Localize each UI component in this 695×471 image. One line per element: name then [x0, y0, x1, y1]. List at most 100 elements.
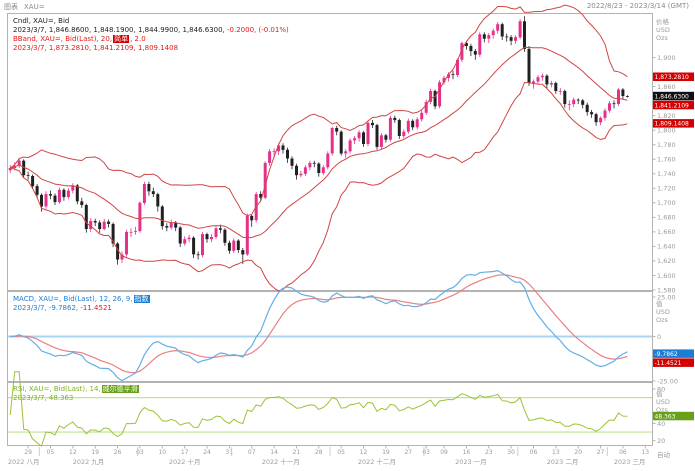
- price-axis-tick: 1,680: [657, 214, 676, 222]
- x-axis-day-tick: 19: [91, 449, 99, 456]
- x-axis-day-tick: 13: [552, 449, 560, 456]
- price-axis-tick: 1,860: [657, 83, 676, 91]
- x-axis-day-tick: 09: [440, 449, 448, 456]
- x-axis-month-label: 2022 九月: [73, 457, 105, 466]
- x-axis-month-label: 2023 二月: [547, 458, 579, 466]
- x-axis-day-tick: 24: [203, 449, 211, 456]
- rsi-legend[interactable]: RSI, XAU=, Bid(Last), 14, 威尔德平滑 2023/3/7,…: [13, 385, 140, 403]
- auto-scale-label[interactable]: 自动: [657, 451, 670, 459]
- rsi-axis-tick: 20: [657, 437, 665, 445]
- macd-axis-tick: -25.00: [657, 377, 678, 385]
- price-badge-label: 1,846.6300: [655, 93, 690, 100]
- price-axis-tick: 1,900: [657, 54, 676, 62]
- bband-legend-row2: 2023/3/7, 1,873.2810, 1,841.2109, 1,809.…: [13, 44, 179, 52]
- macd-badge-label: -9.7862: [655, 351, 678, 358]
- x-axis-month-label: 2022 十二月: [358, 457, 396, 466]
- price-legend[interactable]: Cndl, XAU=, Bid 2023/3/7, 1,846.8600, 1,…: [13, 17, 289, 53]
- price-axis-tick: 1,740: [657, 170, 676, 178]
- price-axis-tick: 1,580: [657, 286, 676, 294]
- titlebar-left: 图表 XAU=: [4, 2, 51, 12]
- price-badge: [653, 91, 694, 101]
- x-axis-day-tick: 03: [422, 449, 430, 456]
- x-axis-day-tick: 29: [24, 449, 32, 456]
- macd-axis-tick: 25.00: [657, 293, 676, 301]
- price-axis-tick: 1,820: [657, 112, 676, 120]
- macd-line: [10, 269, 628, 382]
- macd-signal-line: [10, 274, 628, 374]
- x-axis-month-label: 2023 一月: [455, 458, 487, 466]
- x-axis-day-tick: 06: [530, 449, 538, 456]
- x-axis-day-tick: 12: [360, 449, 368, 456]
- x-axis-day-tick: 06: [619, 449, 627, 456]
- app-label: 图表: [4, 3, 18, 11]
- rsi-legend-row1: RSI, XAU=, Bid(Last), 14, 威尔德平滑: [13, 385, 139, 393]
- x-axis-day-tick: 28: [315, 449, 323, 456]
- x-axis-day-tick: 03: [136, 449, 144, 456]
- macd-badge-label: -11.4521: [655, 360, 682, 367]
- rsi-smoothing-badge: 威尔德平滑: [101, 385, 139, 393]
- x-axis-day-tick: 07: [248, 449, 256, 456]
- bband-legend-row1: BBand, XAU=, Bid(Last), 20, 简单, 2.0: [13, 35, 146, 43]
- x-axis-month-label: 2022 十一月: [262, 457, 300, 466]
- x-axis-day-tick: 31: [226, 449, 234, 456]
- rsi-axis-header: 值 USD Ozs: [656, 390, 670, 414]
- price-badge: [653, 100, 694, 110]
- price-axis-tick: 1,780: [657, 141, 676, 149]
- x-axis-day-tick: 21: [293, 449, 301, 456]
- x-axis-day-tick: 16: [463, 449, 471, 456]
- bollinger-middle-line: [10, 46, 628, 239]
- symbol-label: XAU=: [24, 3, 45, 11]
- price-axis-tick: 1,600: [657, 272, 676, 280]
- macd-legend[interactable]: MACD, XAU=, Bid(Last), 12, 26, 9, 指数 2023…: [13, 295, 151, 313]
- x-axis-day-tick: 12: [69, 449, 77, 456]
- price-badge-label: 1,841.2109: [655, 102, 690, 109]
- price-axis-tick: 1,700: [657, 199, 676, 207]
- rsi-badge-label: 48.363: [655, 413, 676, 420]
- price-axis-header: 价格 USD Ozs: [656, 18, 670, 42]
- x-axis-day-tick: 20: [574, 449, 582, 456]
- x-axis-day-tick: 05: [47, 449, 55, 456]
- price-axis-tick: 1,720: [657, 185, 676, 193]
- candlestick-series: [8, 16, 629, 265]
- bband-ma-type-badge: 简单: [113, 35, 130, 43]
- price-axis-tick: 1,660: [657, 228, 676, 236]
- x-axis-day-tick: 10: [158, 449, 166, 456]
- x-axis-day-tick: 17: [181, 449, 189, 456]
- x-axis-day-tick: 26: [114, 449, 122, 456]
- price-badge-label: 1,873.2810: [655, 74, 690, 81]
- rsi-line: [9, 371, 628, 447]
- macd-badge: [653, 358, 694, 367]
- rsi-legend-row2: 2023/3/7, 48.363: [13, 394, 74, 402]
- price-axis-tick: 1,760: [657, 156, 676, 164]
- macd-legend-row1: MACD, XAU=, Bid(Last), 12, 26, 9, 指数: [13, 295, 150, 303]
- date-range-label: 2022/8/23 - 2023/3/14 (GMT): [586, 2, 689, 10]
- price-pane-border: [7, 13, 653, 291]
- price-axis-tick: 1,640: [657, 243, 676, 251]
- macd-legend-row2: 2023/3/7, -9.7862, -11.4521: [13, 304, 112, 312]
- rsi-pane-border: [7, 382, 653, 446]
- rsi-axis-tick: 40: [657, 420, 665, 428]
- price-axis-tick: 1,800: [657, 127, 676, 135]
- bollinger-lower-line: [10, 81, 628, 292]
- x-axis-day-tick: 05: [337, 449, 345, 456]
- macd-ma-type-badge: 指数: [133, 295, 150, 303]
- price-badge: [653, 119, 694, 128]
- x-axis-day-tick: 19: [382, 449, 390, 456]
- titlebar: 图表 XAU= 2022/8/23 - 2023/3/14 (GMT): [0, 0, 695, 12]
- x-axis-month-label: 2023 三月: [614, 458, 646, 466]
- price-axis-tick: 1,620: [657, 257, 676, 265]
- macd-axis-tick: 0: [657, 333, 661, 341]
- price-badge-label: 1,809.1408: [655, 121, 690, 128]
- x-axis-day-tick: 13: [641, 449, 649, 456]
- x-axis-day-tick: 27: [404, 449, 412, 456]
- macd-axis-header: 值 USD Ozs: [656, 300, 670, 324]
- bollinger-upper-line: [9, 4, 628, 217]
- x-axis-day-tick: 14: [270, 449, 278, 456]
- x-axis-month-label: 2022 八月: [8, 458, 40, 466]
- rsi-axis-tick: 80: [657, 385, 665, 393]
- price-badge: [653, 72, 694, 81]
- macd-badge: [653, 349, 694, 358]
- rsi-badge: [653, 411, 694, 421]
